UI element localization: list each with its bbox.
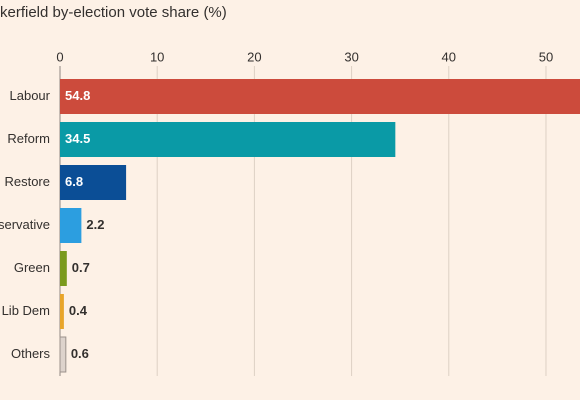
value-label: 0.7	[72, 260, 90, 275]
x-tick-label: 10	[150, 49, 164, 64]
category-label: Green	[14, 260, 50, 275]
bar	[60, 122, 396, 157]
bar	[60, 165, 127, 200]
chart-title: kerfield by-election vote share (%)	[0, 4, 227, 21]
value-label: 6.8	[65, 174, 83, 189]
value-label: 0.6	[71, 346, 89, 361]
category-label: Labour	[10, 88, 51, 103]
category-label: Reform	[7, 131, 50, 146]
category-label: Restore	[4, 174, 50, 189]
bar	[60, 79, 580, 114]
category-label: Others	[11, 346, 51, 361]
x-tick-label: 0	[56, 49, 63, 64]
category-label: Lib Dem	[2, 303, 50, 318]
value-label: 54.8	[65, 88, 90, 103]
bar	[59, 336, 67, 373]
value-label: 0.4	[69, 303, 88, 318]
x-tick-label: 30	[344, 49, 358, 64]
x-tick-label: 40	[442, 49, 456, 64]
bar	[60, 208, 82, 243]
category-label: servative	[0, 217, 50, 232]
x-tick-label: 50	[539, 49, 553, 64]
value-label: 2.2	[86, 217, 104, 232]
x-tick-label: 20	[247, 49, 261, 64]
value-label: 34.5	[65, 131, 90, 146]
bar	[60, 294, 64, 329]
bar	[60, 251, 67, 286]
